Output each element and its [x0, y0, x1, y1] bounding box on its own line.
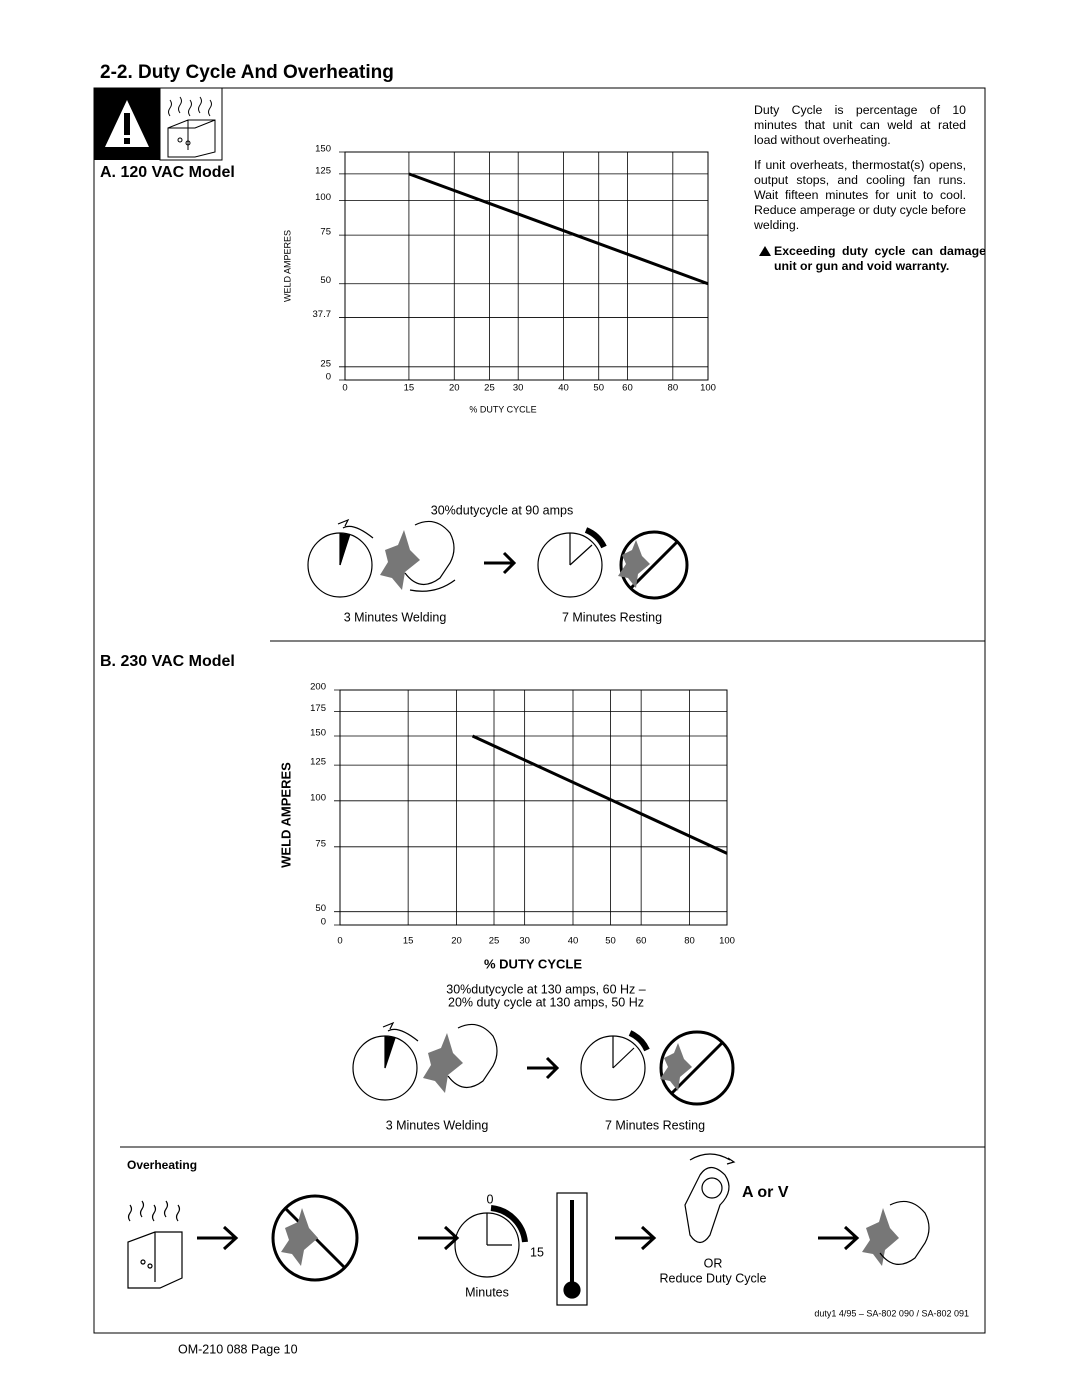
- y-tick-label: 0: [321, 917, 326, 928]
- plot-frame: [344, 151, 709, 381]
- x-tick-label: 15: [404, 383, 415, 394]
- y-tick-label: 0: [326, 372, 331, 383]
- y-tick-label: 150: [315, 144, 331, 155]
- section-title: A. 120 VAC Model: [100, 164, 235, 181]
- y-tick-label: 50: [320, 275, 331, 286]
- y-tick-label: 125: [310, 757, 326, 768]
- x-tick-label: 100: [700, 383, 716, 394]
- x-tick-label: 60: [636, 936, 647, 947]
- warning-bullet: [759, 246, 771, 256]
- y-tick-label: 75: [320, 227, 331, 238]
- y-tick-label: 100: [315, 192, 331, 203]
- caption: 3 Minutes Welding: [344, 610, 447, 624]
- x-tick-label: 20: [449, 383, 460, 394]
- y-tick-label: 25: [320, 358, 331, 369]
- heat-icon-box: [159, 87, 223, 161]
- x-tick-label: 30: [519, 936, 530, 947]
- x-tick-label: 30: [513, 383, 524, 394]
- note: If unit overheats, thermostat(s) opens, …: [754, 158, 966, 232]
- x-tick-label: 60: [622, 383, 633, 394]
- caption: 30%dutycycle at 130 amps, 60 Hz –: [446, 982, 645, 996]
- x-tick-label: 50: [605, 936, 616, 947]
- or-label: OR: [704, 1256, 723, 1270]
- x-tick-label: 50: [593, 383, 604, 394]
- pictogram: [307, 518, 689, 600]
- x-tick-label: 80: [668, 383, 679, 394]
- y-tick-label: 100: [310, 792, 326, 803]
- overheating-heading: Overheating: [127, 1158, 197, 1172]
- clock-label: 15: [530, 1245, 544, 1259]
- y-axis-label: WELD AMPERES: [278, 762, 293, 868]
- x-tick-label: 15: [403, 936, 414, 947]
- page-title: 2-2. Duty Cycle And Overheating: [100, 62, 394, 83]
- x-tick-label: 0: [342, 383, 347, 394]
- caption: 7 Minutes Resting: [562, 610, 662, 624]
- y-tick-label: 200: [310, 682, 326, 693]
- x-tick-label: 100: [719, 936, 735, 947]
- clock-label: 0: [487, 1192, 494, 1206]
- y-tick-label: 50: [315, 903, 326, 914]
- a-or-v: A or V: [742, 1184, 789, 1201]
- x-tick-label: 25: [484, 383, 495, 394]
- x-axis-label: % DUTY CYCLE: [484, 956, 582, 971]
- clock-caption: Minutes: [465, 1285, 509, 1299]
- y-tick-label: 125: [315, 165, 331, 176]
- y-tick-label: 37.7: [313, 309, 332, 320]
- section-title: B. 230 VAC Model: [100, 653, 235, 670]
- overheating-pictogram: [127, 1153, 930, 1306]
- page-number: OM-210 088 Page 10: [178, 1342, 298, 1356]
- x-tick-label: 40: [568, 936, 579, 947]
- pictogram: [352, 1021, 735, 1106]
- y-axis-label: WELD AMPERES: [282, 230, 292, 302]
- y-tick-label: 175: [310, 703, 326, 714]
- reduce-label: Reduce Duty Cycle: [660, 1271, 767, 1285]
- y-tick-label: 75: [315, 838, 326, 849]
- caption: 3 Minutes Welding: [386, 1118, 489, 1132]
- x-tick-label: 80: [684, 936, 695, 947]
- warning-note: Exceeding duty cycle can damage unit or …: [774, 244, 986, 273]
- frame: [93, 87, 986, 1334]
- note: Duty Cycle is percentage of 10 minutes t…: [754, 103, 966, 147]
- footer-code: duty1 4/95 – SA-802 090 / SA-802 091: [814, 1308, 969, 1318]
- duty-line: [471, 734, 728, 855]
- warning-mark: [124, 113, 130, 135]
- heat-icon: [167, 96, 216, 158]
- y-tick-label: 150: [310, 728, 326, 739]
- x-tick-label: 40: [558, 383, 569, 394]
- duty-line: [408, 172, 709, 286]
- caption: 20% duty cycle at 130 amps, 50 Hz: [448, 995, 644, 1009]
- x-tick-label: 20: [451, 936, 462, 947]
- warning-dot: [124, 138, 130, 144]
- caption: 30%dutycycle at 90 amps: [431, 503, 573, 517]
- x-axis-label: % DUTY CYCLE: [469, 404, 536, 414]
- plot-frame: [339, 689, 728, 926]
- x-tick-label: 0: [337, 936, 342, 947]
- x-tick-label: 25: [489, 936, 500, 947]
- caption: 7 Minutes Resting: [605, 1118, 705, 1132]
